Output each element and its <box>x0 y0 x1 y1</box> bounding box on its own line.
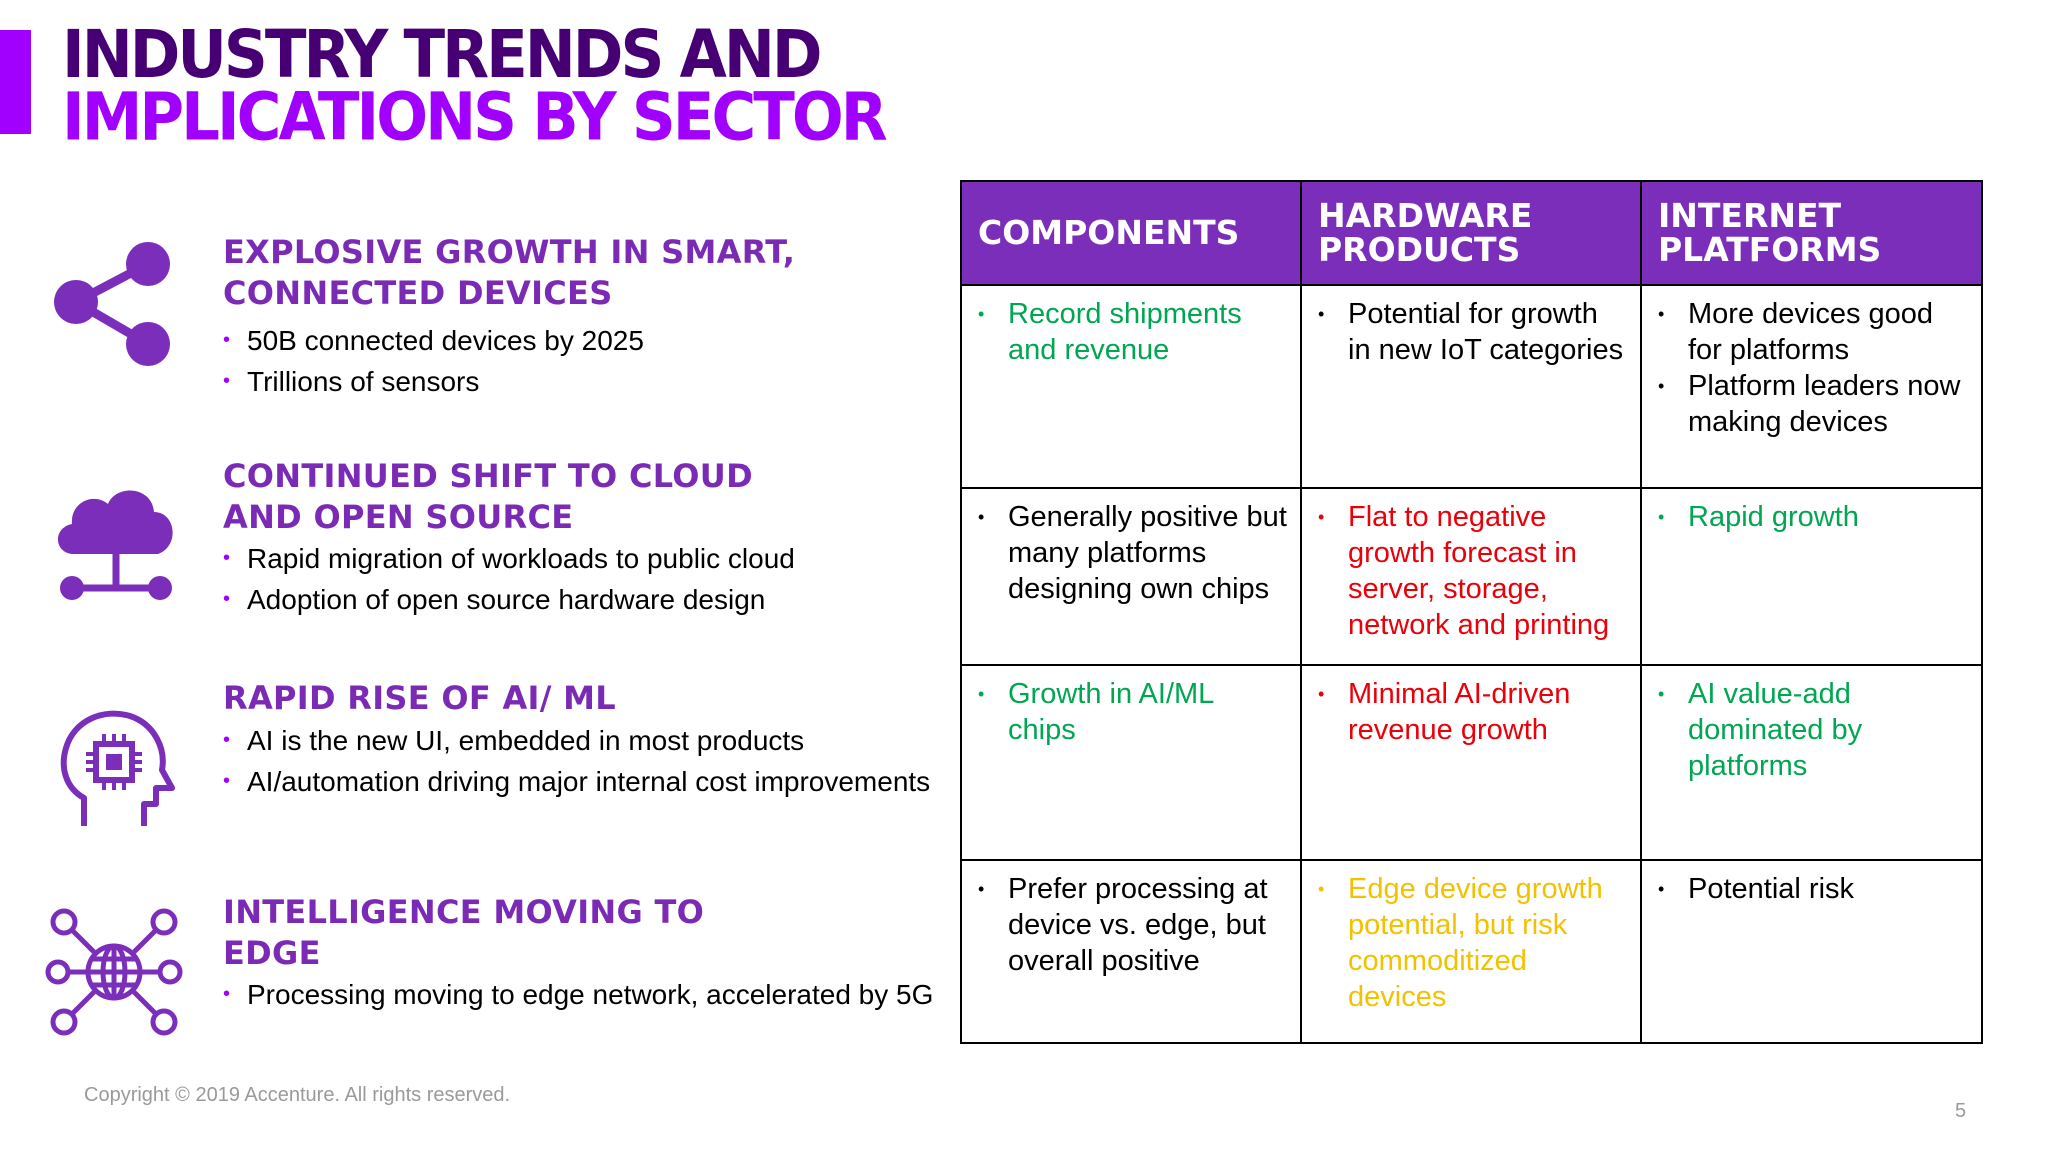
table-row: Generally positive but many platforms de… <box>960 487 1983 666</box>
table-cell: Growth in AI/ML chips <box>960 664 1302 861</box>
table-cell: Potential risk <box>1640 859 1983 1044</box>
cell-bullet: Rapid growth <box>1654 499 1969 535</box>
table-cell: Rapid growth <box>1640 487 1983 666</box>
cell-bullet: Potential risk <box>1654 871 1969 907</box>
trend-heading: CONTINUED SHIFT TO CLOUD AND OPEN SOURCE <box>223 456 943 538</box>
cell-bullet: Potential for growth in new IoT categori… <box>1314 296 1628 368</box>
page-title: INDUSTRY TRENDS AND IMPLICATIONS BY SECT… <box>62 16 888 156</box>
cell-bullet: Platform leaders now making devices <box>1654 368 1969 440</box>
column-header-line: COMPONENTS <box>978 213 1240 252</box>
cell-bullet: Growth in AI/ML chips <box>974 676 1288 748</box>
trend-bullets: Rapid migration of workloads to public c… <box>223 538 943 620</box>
column-header-line: PRODUCTS <box>1318 230 1521 269</box>
trend-bullets: Processing moving to edge network, accel… <box>223 974 943 1015</box>
cell-bullet: Generally positive but many platforms de… <box>974 499 1288 607</box>
column-header-line: HARDWARE <box>1318 196 1533 235</box>
trend-bullet: 50B connected devices by 2025 <box>223 320 943 361</box>
column-header-line: INTERNET <box>1658 196 1842 235</box>
sector-implications-table: COMPONENTS HARDWARE PRODUCTS INTERNET PL… <box>960 180 1983 1044</box>
cell-bullet: More devices good for platforms <box>1654 296 1969 368</box>
trend-heading-line: CONTINUED SHIFT TO CLOUD <box>223 457 753 495</box>
trend-bullet: Trillions of sensors <box>223 361 943 402</box>
trend-heading: EXPLOSIVE GROWTH IN SMART, CONNECTED DEV… <box>223 232 943 314</box>
accent-bar <box>0 30 31 134</box>
table-row: Growth in AI/ML chips Minimal AI-driven … <box>960 664 1983 861</box>
trend-bullet: AI is the new UI, embedded in most produ… <box>223 720 943 761</box>
ai-head-chip-icon <box>44 698 184 838</box>
trend-heading-line: EXPLOSIVE GROWTH IN SMART, <box>223 233 796 271</box>
trend-bullet: Processing moving to edge network, accel… <box>223 974 943 1015</box>
trend-bullet: AI/automation driving major internal cos… <box>223 761 943 802</box>
column-header-line: PLATFORMS <box>1658 230 1882 269</box>
trend-heading: RAPID RISE OF AI/ ML <box>223 678 943 719</box>
table-cell: Edge device growth potential, but risk c… <box>1300 859 1642 1044</box>
trend-bullet: Rapid migration of workloads to public c… <box>223 538 943 579</box>
copyright-notice: Copyright © 2019 Accenture. All rights r… <box>84 1084 511 1106</box>
column-header-hardware-products: HARDWARE PRODUCTS <box>1300 180 1642 286</box>
cell-bullet: Prefer processing at device vs. edge, bu… <box>974 871 1288 979</box>
table-cell: Flat to negative growth forecast in serv… <box>1300 487 1642 666</box>
column-header-components: COMPONENTS <box>960 180 1302 286</box>
cell-bullet: Minimal AI-driven revenue growth <box>1314 676 1628 748</box>
trend-bullet: Adoption of open source hardware design <box>223 579 943 620</box>
trend-bullets: 50B connected devices by 2025 Trillions … <box>223 320 943 402</box>
title-line-1: INDUSTRY TRENDS AND <box>62 16 823 94</box>
page-number: 5 <box>1955 1100 1967 1122</box>
edge-globe-icon <box>44 902 184 1042</box>
trend-heading-line: INTELLIGENCE MOVING TO <box>223 893 705 931</box>
cloud-network-icon <box>44 466 184 606</box>
trend-bullets: AI is the new UI, embedded in most produ… <box>223 720 943 802</box>
cell-bullet: Edge device growth potential, but risk c… <box>1314 871 1628 1015</box>
trend-heading-line: EDGE <box>223 934 321 972</box>
table-cell: Record shipments and revenue <box>960 284 1302 489</box>
cell-bullet: AI value-add dominated by platforms <box>1654 676 1969 784</box>
table-cell: Prefer processing at device vs. edge, bu… <box>960 859 1302 1044</box>
table-cell: Minimal AI-driven revenue growth <box>1300 664 1642 861</box>
table-cell: More devices good for platformsPlatform … <box>1640 284 1983 489</box>
table-row: Record shipments and revenue Potential f… <box>960 284 1983 489</box>
table-cell: Generally positive but many platforms de… <box>960 487 1302 666</box>
table-header-row: COMPONENTS HARDWARE PRODUCTS INTERNET PL… <box>960 180 1983 286</box>
column-header-internet-platforms: INTERNET PLATFORMS <box>1640 180 1983 286</box>
cell-bullet: Flat to negative growth forecast in serv… <box>1314 499 1628 643</box>
table-cell: AI value-add dominated by platforms <box>1640 664 1983 861</box>
trend-heading: INTELLIGENCE MOVING TO EDGE <box>223 892 943 974</box>
share-network-icon <box>44 232 184 372</box>
table-row: Prefer processing at device vs. edge, bu… <box>960 859 1983 1044</box>
table-cell: Potential for growth in new IoT categori… <box>1300 284 1642 489</box>
trend-heading-line: RAPID RISE OF AI/ ML <box>223 679 616 717</box>
cell-bullet: Record shipments and revenue <box>974 296 1288 368</box>
trend-heading-line: CONNECTED DEVICES <box>223 274 613 312</box>
trend-heading-line: AND OPEN SOURCE <box>223 498 574 536</box>
title-line-2: IMPLICATIONS BY SECTOR <box>62 79 888 156</box>
